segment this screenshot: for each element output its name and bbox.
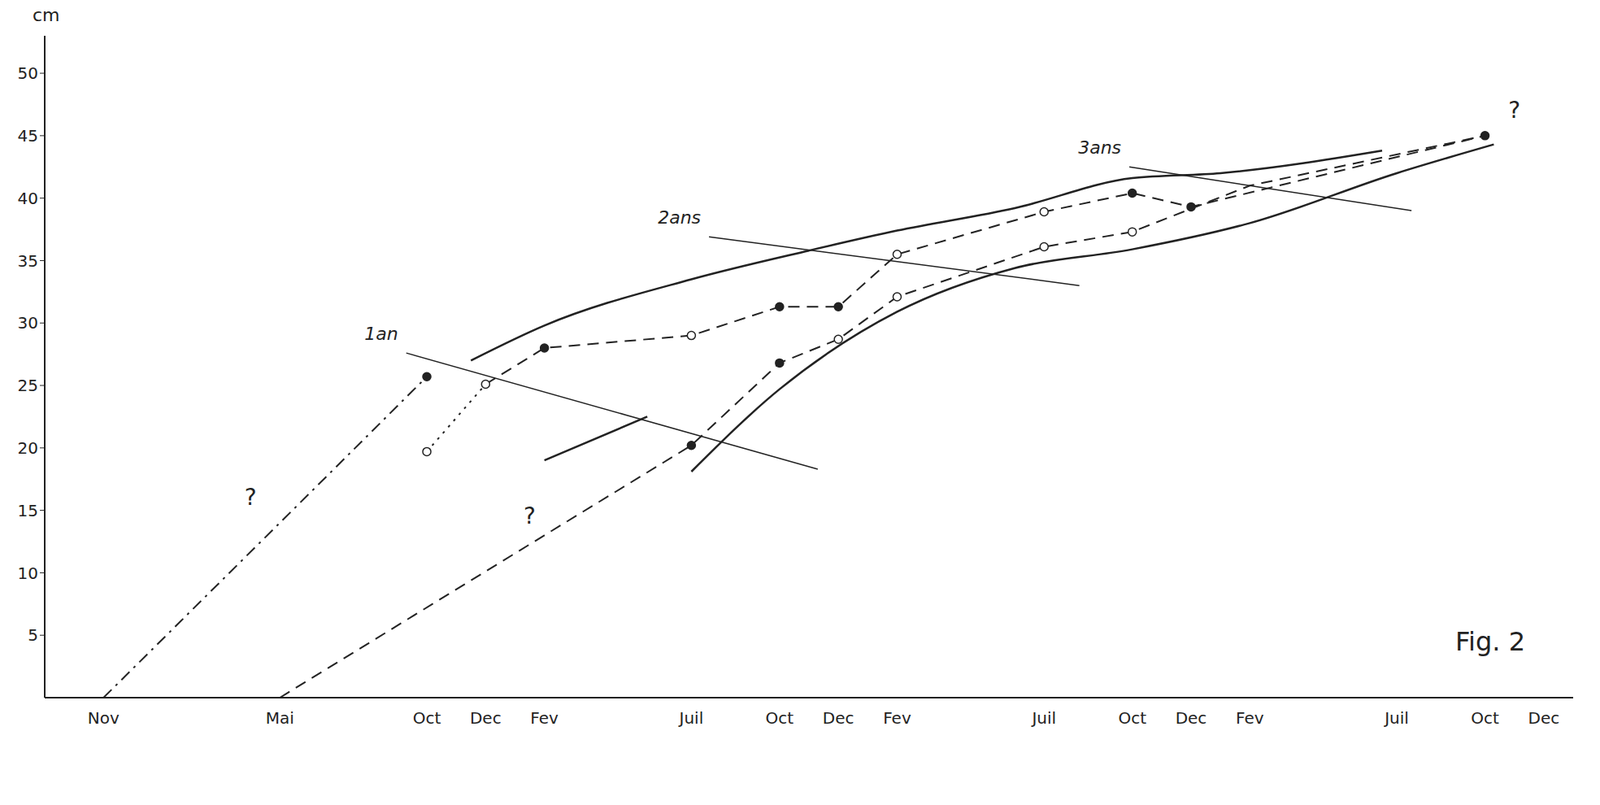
svg-text:30: 30 bbox=[17, 313, 39, 333]
svg-text:1an: 1an bbox=[364, 323, 398, 344]
svg-text:Oct: Oct bbox=[1117, 708, 1147, 728]
svg-text:50: 50 bbox=[17, 63, 39, 83]
svg-text:15: 15 bbox=[17, 500, 39, 521]
svg-text:Fev: Fev bbox=[882, 708, 912, 728]
svg-text:Juil: Juil bbox=[1030, 708, 1057, 728]
svg-text:2ans: 2ans bbox=[657, 207, 701, 228]
svg-text:Fev: Fev bbox=[530, 708, 559, 728]
svg-text:Dec: Dec bbox=[469, 708, 502, 728]
svg-text:Oct: Oct bbox=[765, 708, 795, 728]
svg-text:45: 45 bbox=[17, 126, 39, 146]
html-text:Fig. 2: Fig. 2 bbox=[1455, 626, 1526, 657]
svg-text:Oct: Oct bbox=[413, 708, 442, 728]
svg-text:20: 20 bbox=[17, 438, 39, 458]
svg-text:Juil: Juil bbox=[1382, 708, 1409, 728]
svg-text:3ans: 3ans bbox=[1078, 137, 1122, 158]
svg-text:?: ? bbox=[244, 483, 257, 511]
html-text:cm: cm bbox=[32, 4, 60, 26]
svg-text:10: 10 bbox=[17, 563, 39, 583]
svg-text:Dec: Dec bbox=[1175, 708, 1208, 728]
svg-text:Nov: Nov bbox=[87, 708, 120, 728]
svg-text:Dec: Dec bbox=[1527, 708, 1560, 728]
svg-text:35: 35 bbox=[17, 251, 39, 271]
svg-text:?: ? bbox=[523, 502, 536, 530]
svg-text:Mai: Mai bbox=[265, 708, 295, 728]
svg-text:25: 25 bbox=[17, 375, 39, 396]
svg-text:40: 40 bbox=[17, 188, 39, 209]
svg-text:Fev: Fev bbox=[1235, 708, 1265, 728]
svg-text:Oct: Oct bbox=[1470, 708, 1500, 728]
svg-text:?: ? bbox=[1508, 96, 1521, 124]
svg-text:Juil: Juil bbox=[678, 708, 705, 728]
svg-text:Dec: Dec bbox=[822, 708, 855, 728]
svg-text:5: 5 bbox=[27, 625, 39, 645]
